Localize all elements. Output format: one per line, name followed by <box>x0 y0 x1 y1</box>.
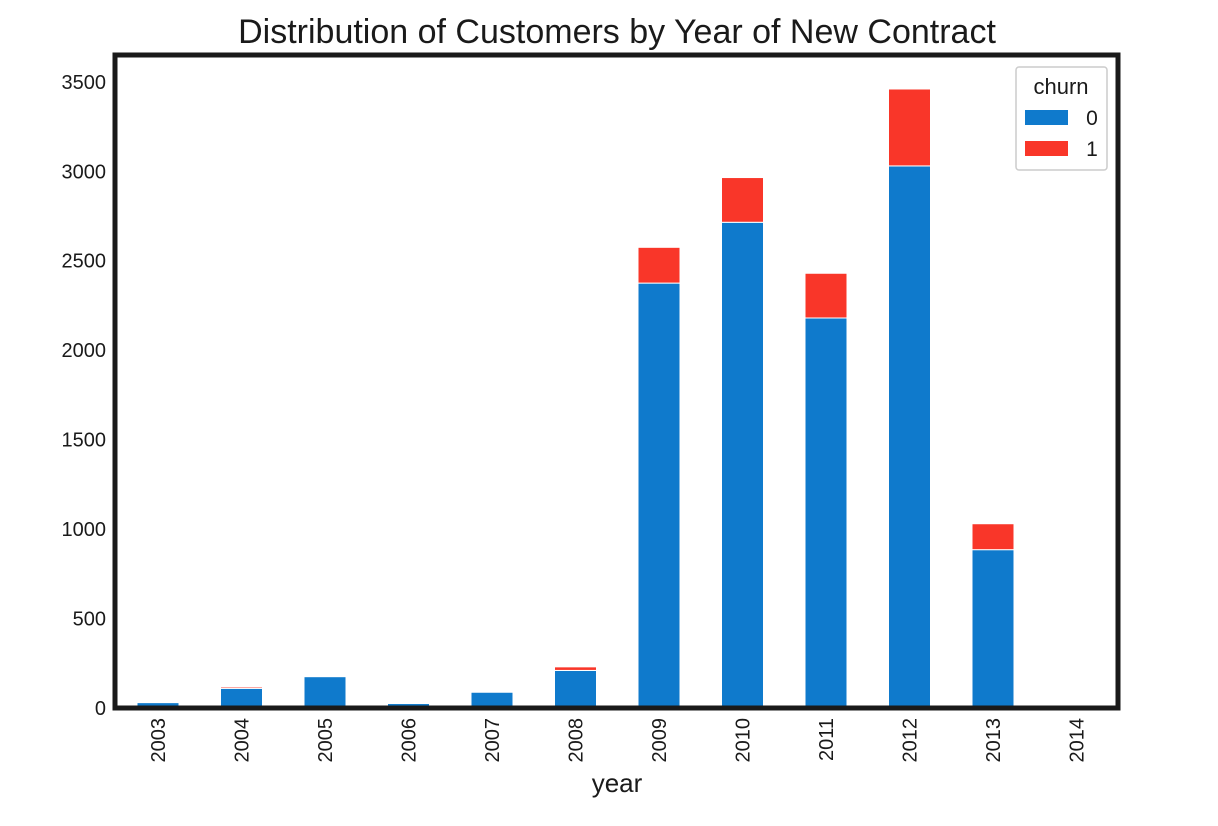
bar-2012-churn-1 <box>888 88 931 167</box>
bar-2013-churn-0 <box>971 549 1015 709</box>
x-tick-label: 2011 <box>816 718 838 761</box>
bar-2004-churn-0 <box>220 687 263 709</box>
plot-frame <box>112 52 1121 711</box>
y-tick-label: 1000 <box>62 519 107 541</box>
y-tick-label: 500 <box>73 609 106 631</box>
bar-2004-churn-1 <box>220 686 263 689</box>
x-tick-label: 2014 <box>1067 718 1089 763</box>
x-tick-label: 2008 <box>566 718 588 763</box>
y-tick-label: 0 <box>95 698 106 720</box>
bar-2010-churn-0 <box>721 221 764 709</box>
plot-area <box>136 88 1015 709</box>
bar-2011-churn-1 <box>804 272 848 319</box>
x-tick-label: 2013 <box>983 718 1005 763</box>
y-tick-label: 3500 <box>62 72 107 94</box>
legend: churn 0 1 <box>1015 66 1108 171</box>
y-tick-label: 2500 <box>62 251 107 273</box>
y-tick-label: 1500 <box>62 430 107 452</box>
bar-2009-churn-1 <box>637 246 681 284</box>
y-axis: 0 500 1000 1500 2000 2500 3000 3500 <box>62 72 107 720</box>
legend-label-0: 0 <box>1086 107 1098 130</box>
x-tick-label: 2012 <box>900 718 922 763</box>
x-tick-label: 2005 <box>315 718 337 763</box>
x-tick-label: 2006 <box>399 718 421 763</box>
x-tick-label: 2009 <box>649 718 671 763</box>
bar-2008-churn-0 <box>554 669 597 709</box>
y-tick-label: 2000 <box>62 340 107 362</box>
x-tick-label: 2003 <box>148 718 170 763</box>
bar-2011-churn-0 <box>804 317 848 709</box>
bar-2012-churn-0 <box>888 165 931 709</box>
x-tick-label: 2004 <box>232 718 254 763</box>
chart-title: Distribution of Customers by Year of New… <box>238 13 996 51</box>
x-tick-label: 2007 <box>482 718 504 763</box>
legend-label-1: 1 <box>1086 138 1098 161</box>
bar-2008-churn-1 <box>554 666 597 671</box>
y-tick-label: 3000 <box>62 161 107 183</box>
legend-title: churn <box>1033 74 1088 99</box>
x-axis-label: year <box>592 768 643 798</box>
x-tick-label: 2010 <box>733 718 755 763</box>
bar-2010-churn-1 <box>721 177 764 223</box>
x-axis: 2003 2004 2005 2006 2007 2008 2009 2010 2011 2012… <box>148 718 1089 763</box>
bar-2009-churn-0 <box>637 282 681 709</box>
legend-swatch-1 <box>1025 141 1068 156</box>
bar-2005-churn-0 <box>303 676 347 709</box>
bar-2013-churn-1 <box>971 523 1015 551</box>
legend-swatch-0 <box>1025 110 1068 125</box>
